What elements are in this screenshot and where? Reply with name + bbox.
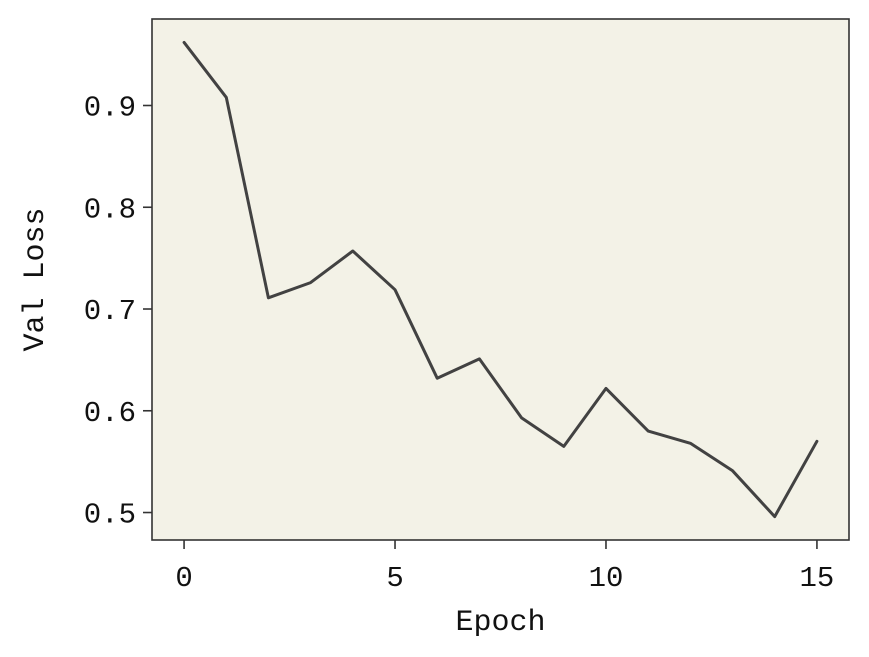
y-axis-label: Val Loss — [19, 207, 53, 351]
y-tick-label: 0.6 — [84, 397, 136, 430]
x-tick-label: 15 — [800, 562, 835, 595]
y-tick-label: 0.8 — [84, 193, 136, 226]
x-axis-label: Epoch — [455, 606, 545, 640]
y-tick-label: 0.5 — [84, 499, 136, 532]
plot-frame — [151, 18, 850, 541]
x-tick-label: 10 — [589, 562, 624, 595]
plot-area — [152, 19, 849, 540]
y-axis: 0.5 0.6 0.7 0.8 0.9 — [84, 91, 152, 532]
x-tick-label: 5 — [386, 562, 403, 595]
x-tick-label: 0 — [175, 562, 192, 595]
series-line — [182, 40, 819, 519]
y-tick-label: 0.7 — [84, 295, 136, 328]
y-tick-label: 0.9 — [84, 91, 136, 124]
x-axis: 0 5 10 15 — [175, 540, 834, 595]
